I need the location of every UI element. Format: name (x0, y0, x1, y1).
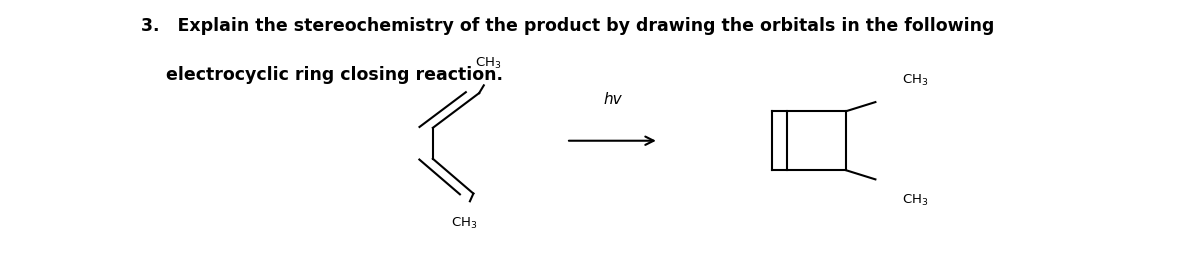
Text: 3.   Explain the stereochemistry of the product by drawing the orbitals in the f: 3. Explain the stereochemistry of the pr… (140, 17, 995, 35)
Text: CH$_3$: CH$_3$ (902, 73, 929, 88)
Text: CH$_3$: CH$_3$ (451, 215, 478, 231)
Text: hv: hv (604, 92, 622, 107)
Text: CH$_3$: CH$_3$ (902, 193, 929, 208)
Text: CH$_3$: CH$_3$ (475, 56, 502, 71)
Text: electrocyclic ring closing reaction.: electrocyclic ring closing reaction. (167, 66, 503, 84)
